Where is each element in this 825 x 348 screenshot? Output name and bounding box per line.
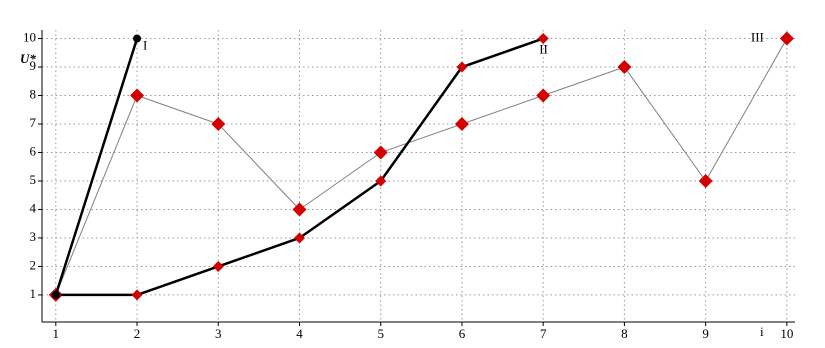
x-tick-label: 2 [134,326,141,341]
y-tick-label: 4 [30,200,37,215]
point [779,31,794,46]
point [293,232,305,244]
y-tick-label: 6 [30,143,37,158]
y-tick-label: 9 [30,58,37,73]
x-tick-label: 4 [296,326,303,341]
point [536,88,551,103]
x-axis-label: i [760,324,764,339]
point [537,33,549,45]
x-tick-label: 8 [621,326,628,341]
series-line [54,38,139,296]
point [292,202,307,217]
x-tick-label: 6 [459,326,466,341]
y-tick-label: 2 [30,257,37,272]
series-label: I [143,38,147,53]
y-tick-label: 10 [23,30,36,45]
point [454,117,469,132]
point [211,117,226,132]
point [133,34,142,43]
x-tick-label: 3 [215,326,222,341]
y-tick-label: 5 [30,172,37,187]
point [373,145,388,160]
x-tick-label: 7 [540,326,547,341]
series-line [55,38,788,296]
point [375,175,387,187]
x-tick-label: 1 [53,326,60,341]
series-label: II [539,42,548,57]
point [617,60,632,75]
point [131,289,143,301]
x-tick-label: 5 [377,326,384,341]
series-label: III [751,30,764,45]
y-axis-label: U* [20,51,36,66]
y-tick-label: 8 [30,87,37,102]
point [212,260,224,272]
y-tick-label: 1 [30,286,37,301]
point [456,61,468,73]
point [698,173,713,188]
y-tick-label: 7 [30,115,37,130]
point [130,88,145,103]
x-tick-label: 10 [780,326,793,341]
y-tick-label: 3 [30,229,37,244]
x-tick-label: 9 [702,326,709,341]
point [51,290,60,299]
